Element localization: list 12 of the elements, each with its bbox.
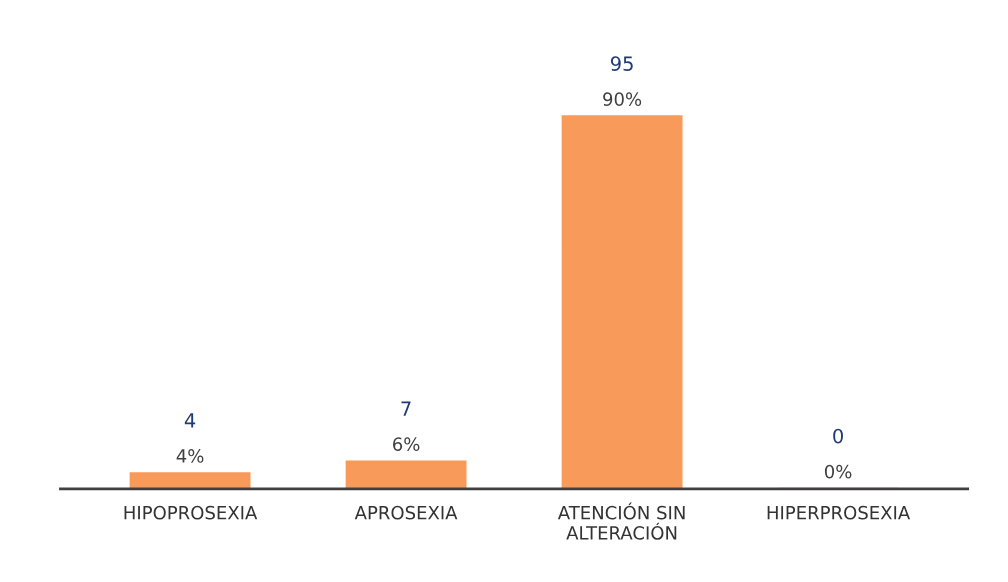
- text: 90%: [603, 92, 642, 106]
- data-label: 0: [833, 428, 843, 444]
- x-tick-label: ATENCIÓN SIN ALTERACIÓN: [557, 502, 685, 540]
- x-tick-label: HIPERPROSEXIA: [767, 505, 911, 520]
- annotation: 4%: [176, 449, 204, 463]
- data-label: 95: [610, 56, 633, 71]
- x-tick-label: HIPOPROSEXIA: [124, 505, 258, 520]
- annotation: 0%: [824, 464, 852, 479]
- annotation: 6%: [393, 437, 420, 451]
- x-tick-label: APROSEXIA: [354, 505, 458, 520]
- data-label: 7: [401, 401, 411, 416]
- data-label: 4: [184, 413, 196, 428]
